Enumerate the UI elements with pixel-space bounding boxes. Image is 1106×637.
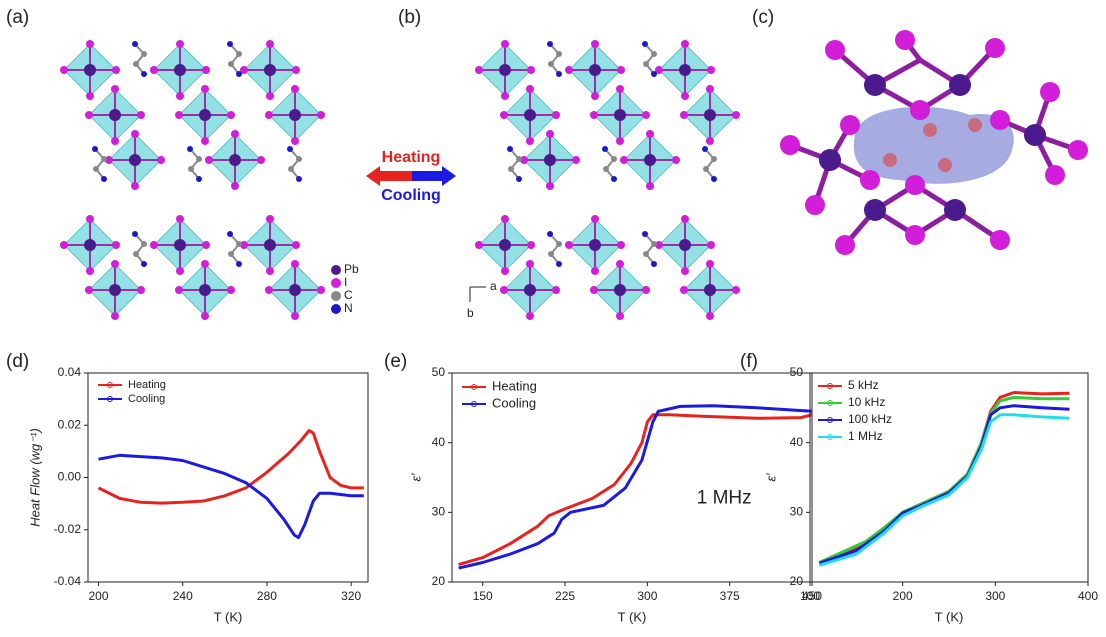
x-axis-label: T (K) (214, 609, 243, 624)
x-tick-label: 320 (341, 589, 361, 603)
y-tick-label: 50 (790, 365, 804, 379)
x-tick-label: 375 (720, 589, 740, 603)
legend-label: 10 kHz (848, 395, 885, 409)
y-tick-label: 0.02 (58, 417, 82, 431)
x-tick-label: 200 (89, 589, 109, 603)
panel-label: (d) (6, 351, 29, 372)
annotation: 1 MHz (697, 487, 752, 508)
panel-label: (f) (740, 351, 758, 372)
y-axis-label: ε′ (763, 473, 778, 482)
series-line (99, 455, 364, 537)
y-tick-label: 40 (790, 435, 804, 449)
arrow (366, 166, 456, 186)
y-tick-label: 30 (790, 505, 804, 519)
y-tick-label: 0.04 (58, 365, 82, 379)
structure-c (780, 30, 1088, 255)
x-tick-label: 200 (893, 589, 913, 603)
y-tick-label: 20 (790, 574, 804, 588)
legend-label: 1 MHz (848, 429, 883, 443)
panel-label: (b) (398, 7, 421, 28)
x-tick-label: 100 (800, 589, 820, 603)
structure-a (60, 40, 341, 320)
x-axis-label: T (K) (618, 609, 647, 624)
axis-letter: a (490, 279, 497, 293)
legend-label: 5 kHz (848, 378, 879, 392)
x-tick-label: 400 (1078, 589, 1098, 603)
structure-b (470, 40, 740, 320)
panel-label: (a) (6, 7, 29, 28)
atom-label: I (344, 275, 347, 289)
y-axis-label: ε′ (408, 473, 423, 482)
x-tick-label: 150 (473, 589, 493, 603)
x-tick-label: 225 (555, 589, 575, 603)
axis-letter: b (467, 306, 474, 320)
y-tick-label: 0.00 (58, 470, 82, 484)
x-tick-label: 280 (257, 589, 277, 603)
y-tick-label: 40 (432, 435, 446, 449)
panel-label: (c) (752, 7, 774, 28)
y-tick-label: 30 (432, 505, 446, 519)
legend-label: 100 kHz (848, 412, 892, 426)
figure: (a) (b) (c) (d) (e) (f) Heating Cooling … (0, 0, 1106, 632)
legend-label: Heating (128, 379, 166, 391)
series-line (459, 415, 812, 565)
y-axis-label: Heat Flow (wg⁻¹) (27, 428, 42, 527)
y-tick-label: 20 (432, 574, 446, 588)
atom-label: Pb (344, 262, 359, 276)
x-axis-label: T (K) (935, 609, 964, 624)
legend-label: Cooling (492, 395, 536, 410)
x-tick-label: 300 (985, 589, 1005, 603)
heating-label: Heating (382, 149, 441, 166)
legend-label: Cooling (128, 393, 165, 405)
atom-label: N (344, 301, 353, 315)
x-tick-label: 240 (173, 589, 193, 603)
panel-label: (e) (384, 351, 407, 372)
legend-label: Heating (492, 378, 537, 393)
y-tick-label: -0.02 (54, 522, 82, 536)
atom-label: C (344, 288, 353, 302)
y-tick-label: 50 (432, 365, 446, 379)
x-tick-label: 300 (637, 589, 657, 603)
y-tick-label: -0.04 (54, 574, 82, 588)
cooling-label: Cooling (381, 187, 441, 204)
